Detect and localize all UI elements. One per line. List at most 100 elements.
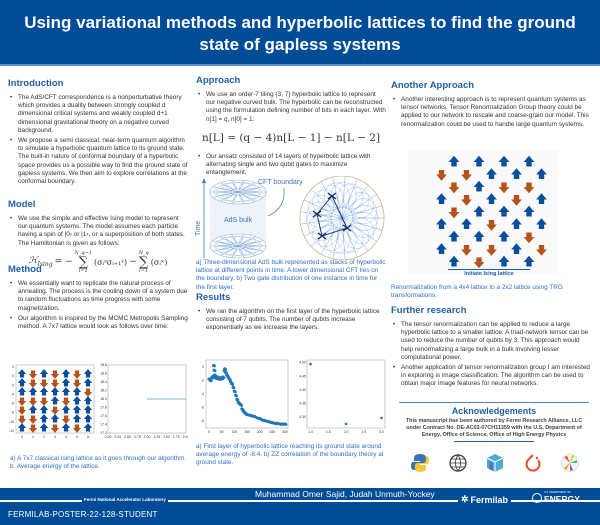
results-section: Results We ran the algorithm on the firs… (196, 292, 386, 335)
another-approach-section: Another Approach Another interesting app… (391, 80, 591, 131)
y-tick-label: 2 (12, 365, 14, 369)
spin-arrow (61, 423, 71, 432)
doe-small-text: U.S. DEPARTMENT OF (544, 491, 571, 494)
x-tick-label: 0.25 (114, 435, 121, 439)
authors: Muhammad Omer Sajid, Judah Unmuth-Yockey (255, 489, 435, 499)
lattice-edge (237, 245, 264, 252)
y-tick-label: -2 (201, 378, 204, 382)
lattice-cell (243, 239, 261, 247)
lattice-edge (304, 217, 343, 237)
lattice-cell (330, 228, 357, 254)
doe-wordmark: ENERGY (544, 493, 580, 504)
data-point (344, 422, 348, 426)
spin-arrow (28, 379, 38, 388)
y-tick-label: 0 (202, 365, 204, 369)
x-tick-label: 2.5 (361, 430, 366, 434)
pytorch-logo-icon (525, 454, 540, 472)
x-tick-label: 4 (65, 435, 67, 439)
data-point (232, 386, 236, 390)
lattice-edge (311, 217, 343, 247)
lattice-edge (220, 191, 239, 202)
spin-arrow (83, 414, 93, 423)
spin-arrow (17, 369, 27, 378)
sum-1-bottom: i=1 (78, 267, 88, 274)
lattice-edge (237, 186, 264, 193)
lattice-cell (232, 248, 251, 257)
results-caption: a) First layer of hyperbolic lattice rea… (196, 443, 384, 467)
spin-arrow (83, 378, 93, 387)
y-tick-label: -8 (11, 411, 14, 415)
spin-arrow (17, 406, 27, 415)
y-tick-label: -6 (201, 406, 204, 410)
lattice-edge (231, 191, 239, 204)
spin-arrow (72, 387, 82, 396)
x-tick-label: 6 (87, 435, 89, 439)
lattice-edge (311, 189, 343, 219)
spin-arrow (28, 387, 38, 396)
lattice-cell (239, 237, 257, 245)
y-tick-label: 4.50 (299, 361, 306, 365)
y-tick-label: 0 (12, 374, 14, 378)
spin-arrow (61, 387, 71, 396)
x-tick-label: 0.50 (124, 435, 131, 439)
pointer-arrow-icon (267, 187, 285, 217)
data-point (240, 404, 244, 407)
lattice-cell (215, 191, 233, 199)
software-logos (410, 453, 580, 473)
y-tick-label: 18.4 (100, 380, 107, 384)
poster-footer: Muhammad Omer Sajid, Judah Unmuth-Yockey… (0, 488, 600, 525)
spin-arrow (536, 245, 547, 256)
spin-arrow (50, 370, 60, 379)
gate-connection (316, 195, 348, 237)
plot-frame (306, 359, 386, 429)
numpy-logo-icon (486, 454, 504, 472)
lattice-edge (341, 217, 369, 251)
lattice-edge (237, 191, 264, 198)
spin-arrow (72, 396, 82, 405)
lattice-edge (212, 245, 239, 252)
lattice-edge (341, 178, 358, 219)
approach-bullet: We use an order-7 tiling {3, 7} hyperbol… (196, 91, 386, 124)
spin-arrow (17, 378, 27, 387)
lattice-edge (220, 245, 239, 256)
lattice-cell (324, 227, 350, 254)
y-tick-label: 17.2 (100, 431, 107, 435)
spin-arrow (72, 370, 82, 379)
x-tick-label: 0 (21, 435, 23, 439)
lattice-edge (237, 236, 256, 247)
y-tick-label: -4 (201, 392, 204, 396)
method-section: Method We essentially want to replicate … (8, 264, 188, 333)
lattice-cell (239, 183, 257, 191)
x-tick-label: 100 (231, 430, 237, 434)
lattice-edge (300, 211, 343, 219)
sum-2-top: N_q (138, 249, 149, 256)
spin-arrow (39, 387, 49, 396)
data-point (284, 423, 288, 426)
lattice-edge (341, 217, 358, 258)
another-approach-heading: Another Approach (391, 80, 475, 91)
spin-arrow (39, 397, 49, 406)
y-tick-label: -12 (9, 429, 14, 433)
time-arrow-icon (202, 178, 206, 183)
spin-arrow (50, 424, 60, 433)
further-research-section: Further research The tensor renormalizat… (391, 305, 591, 391)
lattice-edge (300, 217, 343, 225)
spin-arrow (536, 218, 547, 229)
another-approach-bullet: Another interesting approach is to repre… (391, 96, 591, 129)
trg-caption: Renormalization from a 4x4 lattice to a … (391, 284, 563, 300)
lattice-edge (341, 185, 369, 219)
fermilab-logo: ✲ Fermilab (458, 494, 512, 505)
spin-arrow (28, 397, 38, 406)
results-bullet: We ran the algorithm on the first layer … (196, 308, 386, 333)
sum-2: N_q ∑ i=1 (138, 249, 149, 274)
minus: − (129, 257, 137, 268)
lattice-edge (212, 186, 239, 193)
lattice-cell (225, 181, 244, 190)
lattice-cell (312, 189, 338, 216)
x-tick-label: 0.00 (105, 435, 112, 439)
lattice-cell (243, 185, 261, 193)
python-logo-icon (411, 454, 429, 472)
divider (454, 441, 534, 442)
spin-arrow (50, 406, 60, 415)
lattice-edge (304, 199, 343, 219)
